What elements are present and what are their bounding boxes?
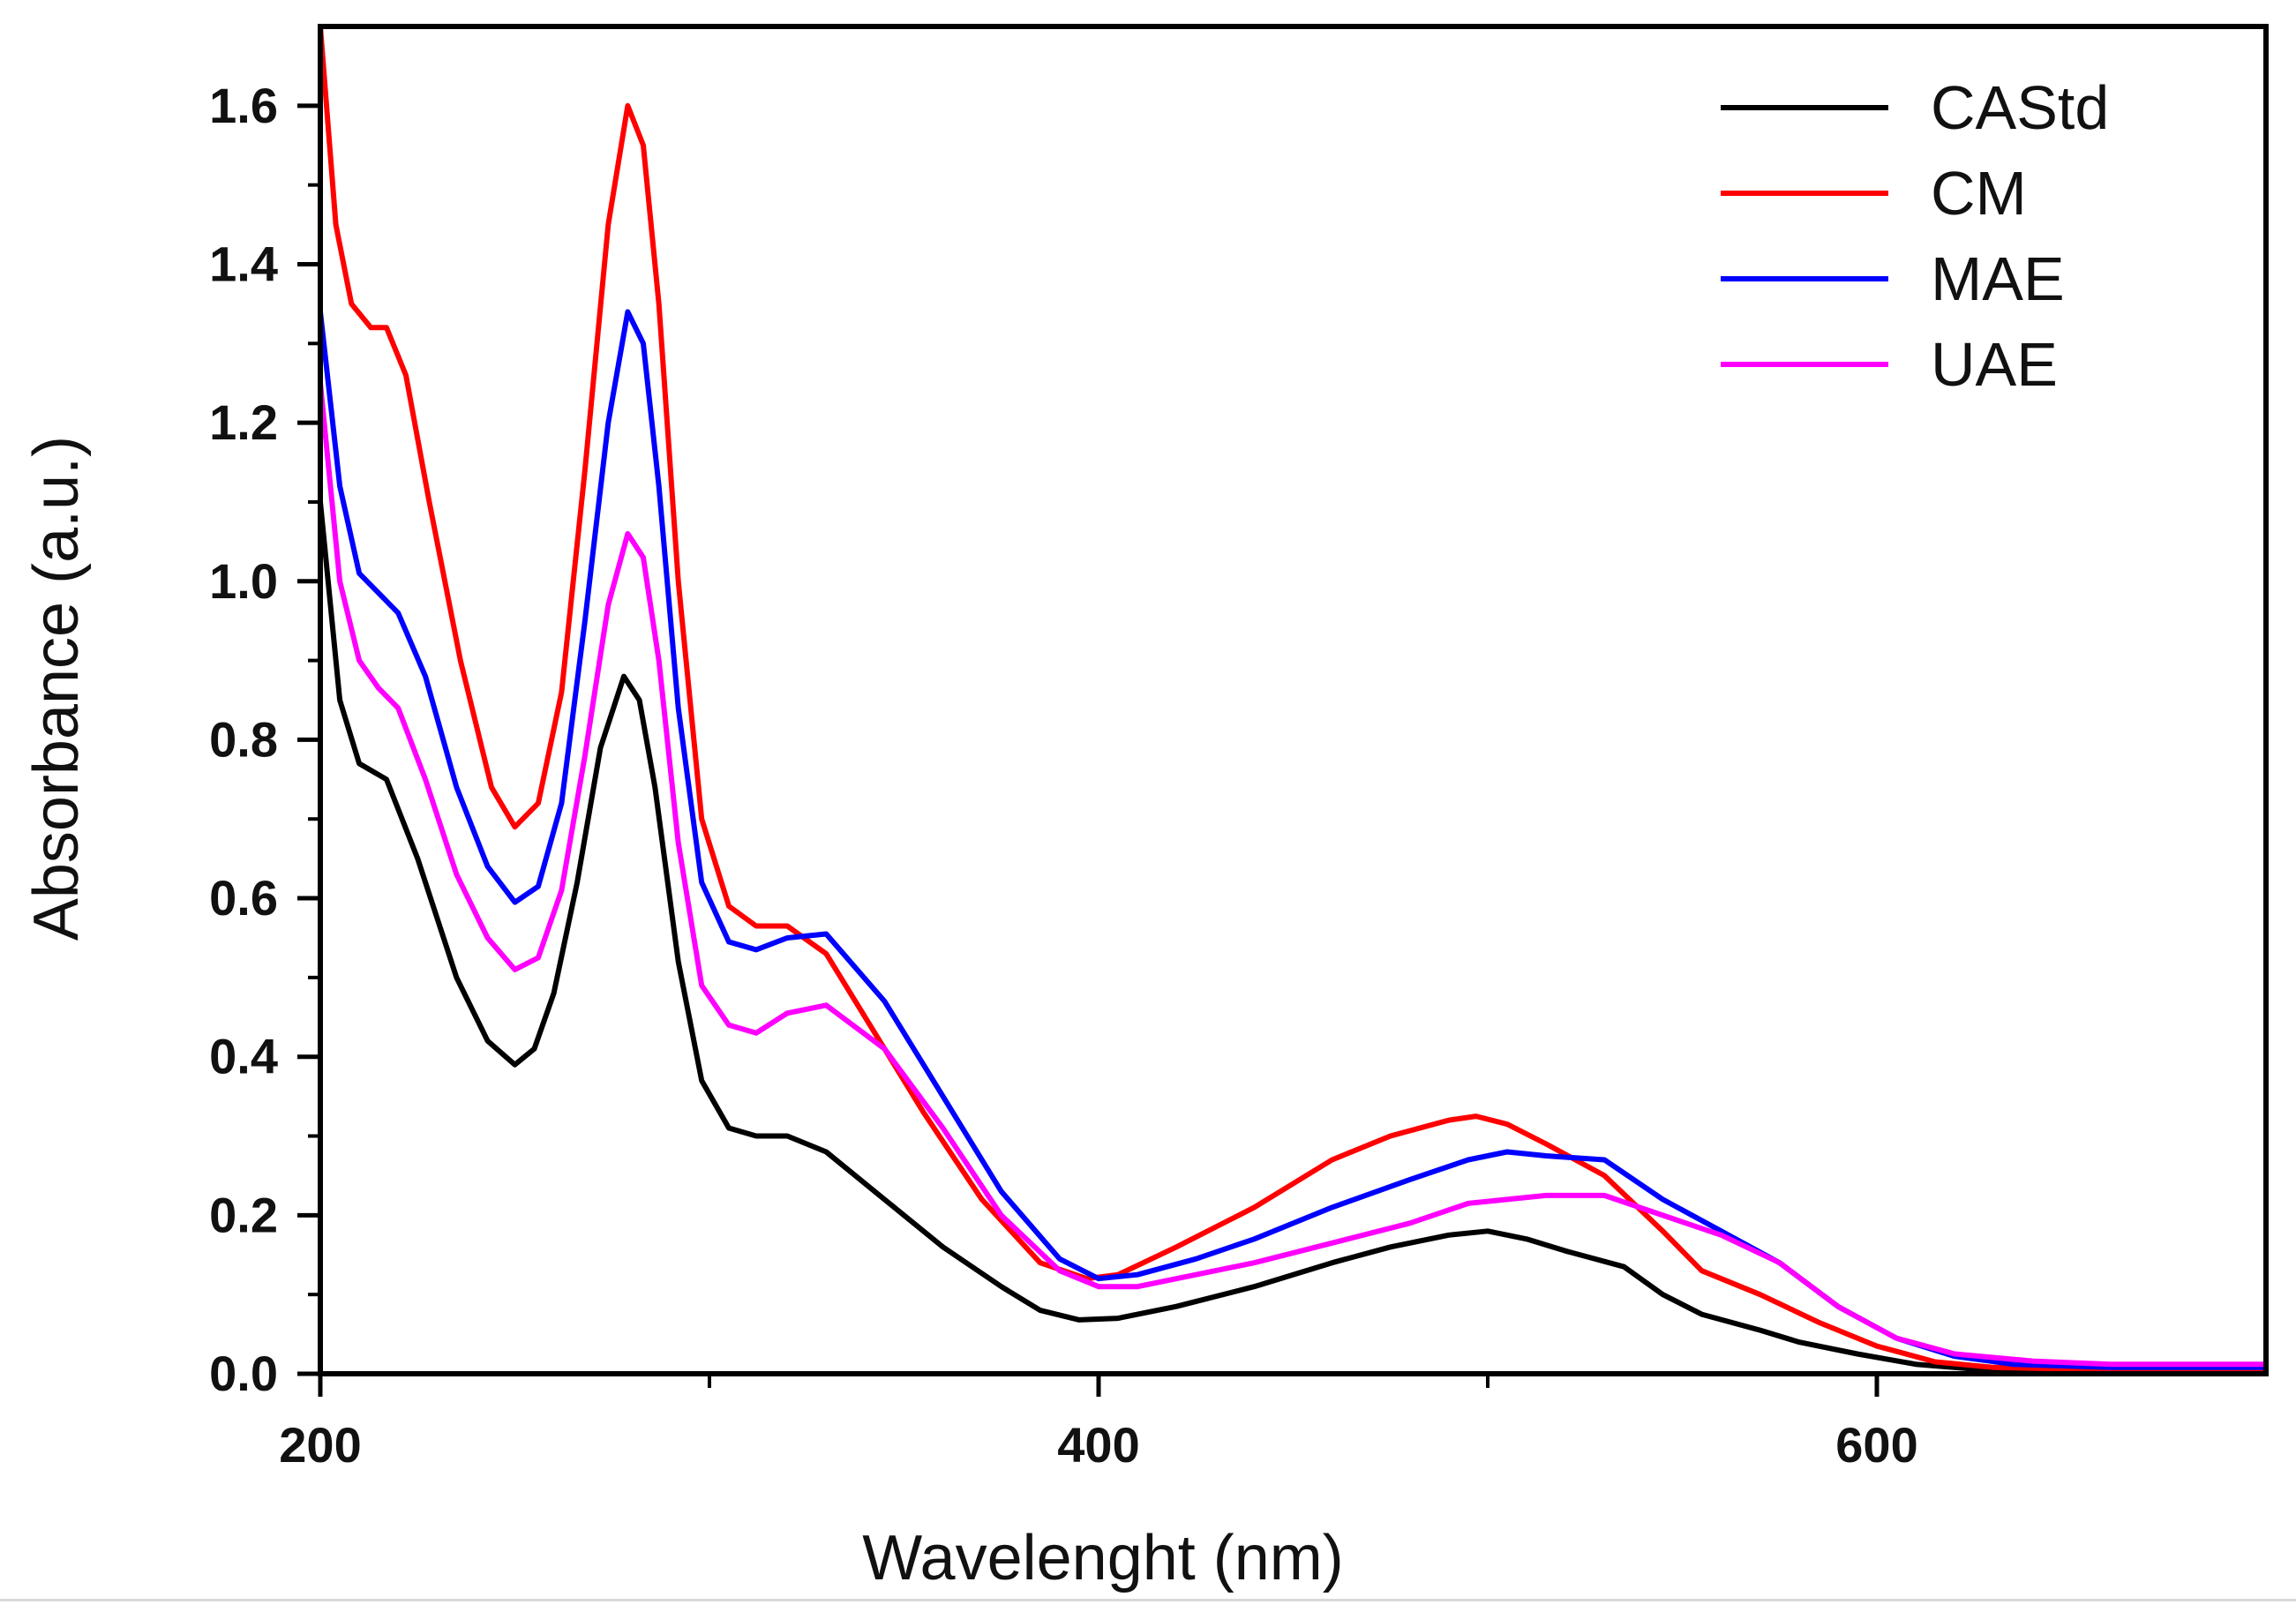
x-axis-title: Wavelenght (nm) — [862, 1523, 1344, 1593]
y-tick-label: 0.2 — [209, 1187, 278, 1242]
series-layer — [318, 24, 2269, 1374]
y-axis-title: Absorbance (a.u.) — [21, 436, 92, 941]
plot-frame — [318, 24, 2269, 1376]
legend-label-cm: CM — [1931, 159, 2027, 228]
legend-label-mae: MAE — [1931, 244, 2065, 313]
axes-layer: 0.0 0.2 0.4 0.6 0.8 1.0 1.2 1.4 1.6 200 400 600 — [209, 24, 2269, 1473]
x-tick-label: 600 — [1835, 1417, 1917, 1473]
bottom-divider — [0, 1599, 2296, 1601]
y-tick-label: 0.0 — [209, 1346, 278, 1401]
y-tick-label: 1.6 — [209, 78, 278, 133]
legend: CAStd CM MAE UAE — [1721, 73, 2109, 399]
y-tick-label: 1.4 — [209, 236, 278, 291]
series-line-mae — [318, 309, 2269, 1370]
series-line-castd — [318, 499, 2269, 1374]
y-tick-label: 0.6 — [209, 870, 278, 926]
series-line-cm — [318, 24, 2269, 1373]
x-tick-label: 200 — [279, 1417, 361, 1473]
series-line-uae — [318, 380, 2269, 1368]
legend-label-castd: CAStd — [1931, 73, 2109, 142]
y-tick-label: 0.4 — [209, 1029, 278, 1084]
y-tick-label: 0.8 — [209, 711, 278, 767]
x-tick-label: 400 — [1057, 1417, 1139, 1473]
y-tick-label: 1.2 — [209, 394, 278, 450]
legend-label-uae: UAE — [1931, 330, 2058, 399]
y-tick-label: 1.0 — [209, 553, 278, 609]
